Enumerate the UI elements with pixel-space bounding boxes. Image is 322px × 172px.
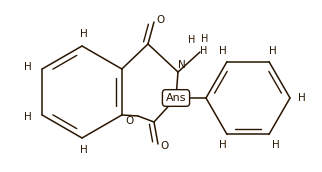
Text: H: H xyxy=(269,46,277,56)
Text: O: O xyxy=(126,116,134,126)
Text: H: H xyxy=(188,35,196,45)
Text: H: H xyxy=(219,46,227,56)
Text: H: H xyxy=(80,145,88,155)
Text: H: H xyxy=(200,46,208,56)
Text: H: H xyxy=(80,29,88,39)
Text: O: O xyxy=(161,141,169,151)
Text: Ans: Ans xyxy=(166,93,186,103)
Text: H: H xyxy=(272,140,280,150)
Text: N: N xyxy=(178,60,186,70)
Text: H: H xyxy=(24,62,32,72)
Text: H: H xyxy=(24,112,32,122)
Text: H: H xyxy=(219,140,227,150)
Text: O: O xyxy=(157,15,165,25)
Text: H: H xyxy=(298,93,306,103)
Text: H: H xyxy=(201,34,209,44)
